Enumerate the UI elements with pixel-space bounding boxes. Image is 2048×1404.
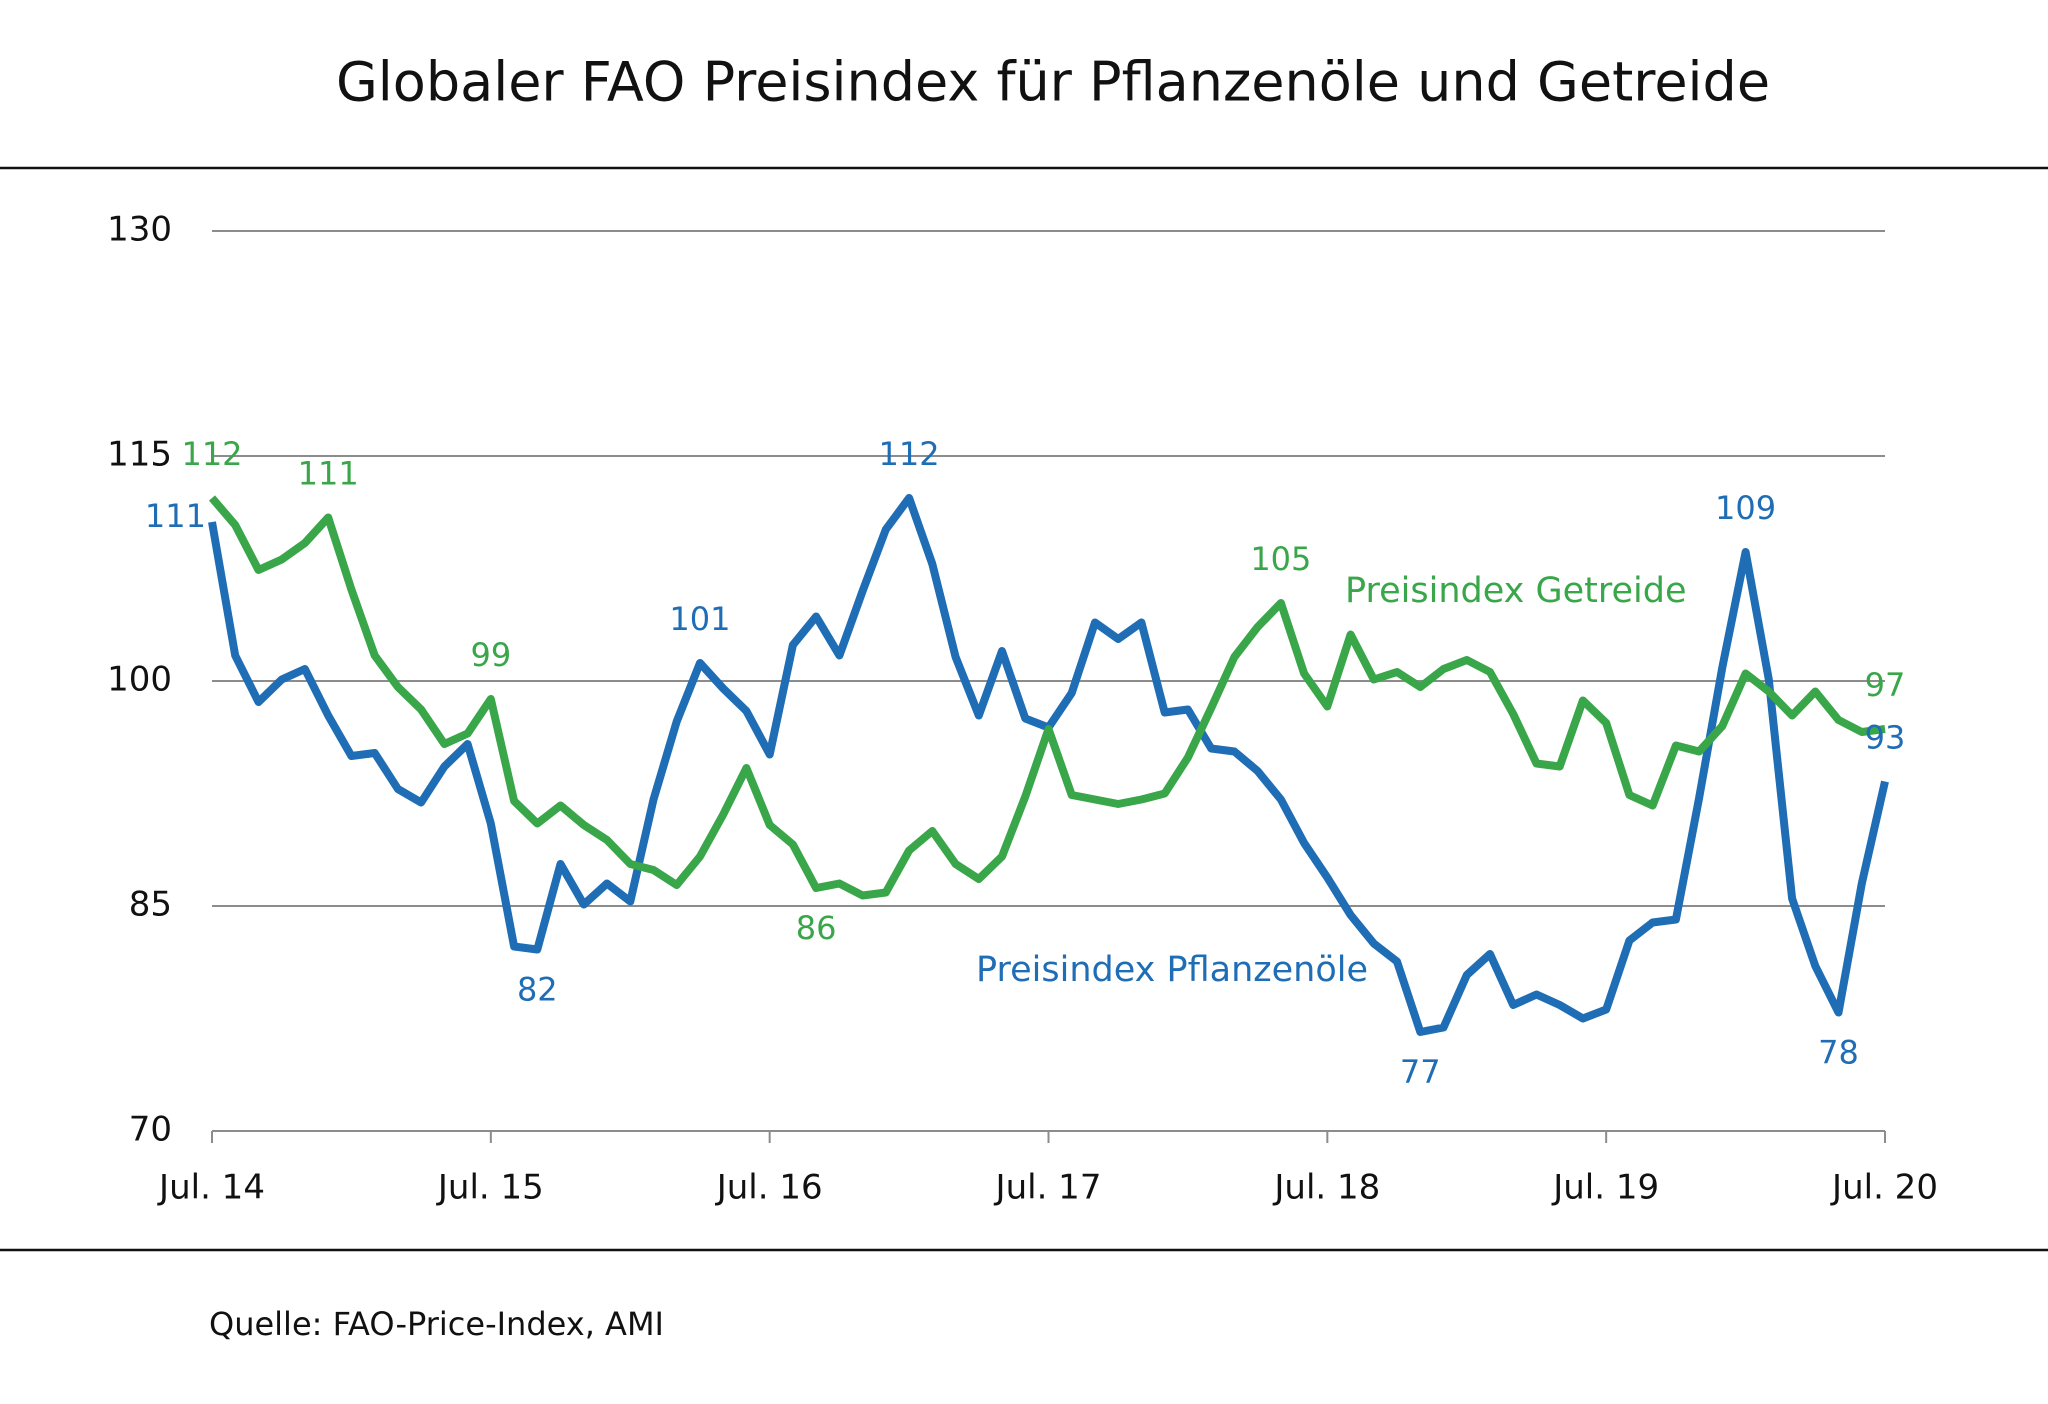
data-label: 112 bbox=[181, 435, 242, 473]
series-line bbox=[208, 495, 1886, 900]
x-tick-label: Jul. 16 bbox=[715, 1168, 823, 1208]
data-label: 111 bbox=[145, 497, 206, 535]
data-label: 111 bbox=[298, 455, 359, 493]
data-label: 99 bbox=[470, 636, 511, 674]
chart-title: Globaler FAO Preisindex für Pflanzenöle … bbox=[336, 51, 1770, 114]
x-tick-label: Jul. 18 bbox=[1272, 1168, 1380, 1208]
y-tick-label: 115 bbox=[107, 435, 172, 475]
data-label: 77 bbox=[1400, 1053, 1441, 1091]
data-label: 86 bbox=[796, 909, 837, 947]
data-label: 78 bbox=[1818, 1034, 1859, 1072]
x-tick-label: Jul. 15 bbox=[436, 1168, 544, 1208]
y-tick-label: 85 bbox=[129, 885, 172, 925]
data-label: 93 bbox=[1865, 719, 1906, 757]
x-tick-label: Jul. 14 bbox=[157, 1168, 265, 1208]
data-label: 112 bbox=[879, 435, 940, 473]
data-label: 97 bbox=[1865, 666, 1906, 704]
y-tick-label: 70 bbox=[129, 1110, 172, 1150]
data-label: 109 bbox=[1715, 489, 1776, 527]
series-label: Preisindex Getreide bbox=[1345, 571, 1687, 611]
x-tick-label: Jul. 20 bbox=[1830, 1168, 1938, 1208]
series-label: Preisindex Pflanzenöle bbox=[976, 950, 1368, 990]
x-tick-label: Jul. 17 bbox=[994, 1168, 1102, 1208]
y-tick-label: 100 bbox=[107, 660, 172, 700]
data-label: 105 bbox=[1250, 540, 1311, 578]
y-tick-label: 130 bbox=[107, 210, 172, 250]
data-label: 101 bbox=[669, 600, 730, 638]
x-tick-label: Jul. 19 bbox=[1551, 1168, 1659, 1208]
data-label: 82 bbox=[517, 971, 558, 1009]
source-note: Quelle: FAO-Price-Index, AMI bbox=[209, 1305, 664, 1343]
